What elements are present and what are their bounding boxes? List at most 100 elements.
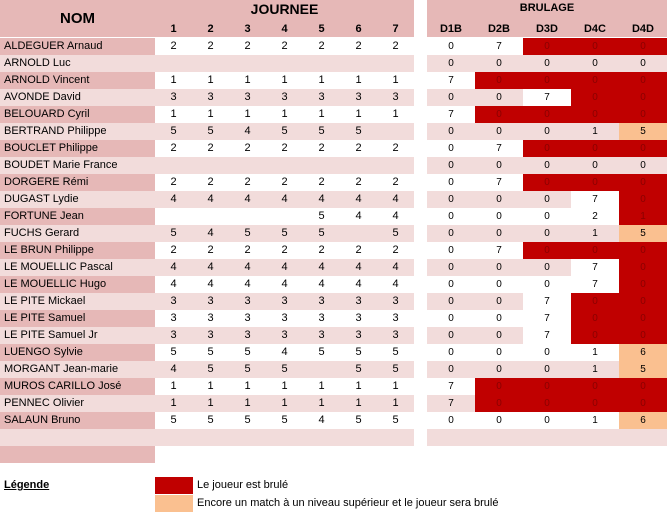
player-name: PENNEC Olivier <box>0 395 155 412</box>
brulage-cell <box>571 429 619 446</box>
journee-cell: 4 <box>355 278 362 290</box>
journee-cell: 4 <box>355 261 362 273</box>
journee-cell <box>340 429 377 446</box>
journee-cell: 2 <box>355 244 362 256</box>
table-row: PENNEC Olivier 1 1 1 1 1 1 1 7 0 0 0 0 <box>0 395 667 412</box>
journee-cell: 3 <box>170 329 177 341</box>
journee-cell: 1 <box>355 108 362 120</box>
brulage-cell: 0 <box>619 293 667 310</box>
brulage-cell: 0 <box>475 123 523 140</box>
journee-cell <box>266 446 303 463</box>
journee-cell: 3 <box>355 295 362 307</box>
journee-cell: 4 <box>318 414 325 426</box>
journee-band <box>155 429 414 446</box>
journee-cell: 5 <box>392 227 399 239</box>
brulage-cell: 7 <box>523 89 571 106</box>
journee-cell: 4 <box>244 261 251 273</box>
journee-band <box>155 293 414 310</box>
table-row: FORTUNE Jean 5 4 4 0 0 0 2 1 <box>0 208 667 225</box>
brulage-cell: 0 <box>619 191 667 208</box>
brulage-cell: 6 <box>619 412 667 429</box>
journee-cell: 3 <box>392 329 399 341</box>
journee-cell <box>340 446 377 463</box>
journee-cell: 2 <box>355 142 362 154</box>
player-name: SALAUN Bruno <box>0 412 155 429</box>
journee-cell: 2 <box>318 176 325 188</box>
journee-cell: 1 <box>281 108 288 120</box>
journee-cell: 5 <box>355 414 362 426</box>
journee-cell: 5 <box>281 363 288 375</box>
journee-cell: 1 <box>318 380 325 392</box>
header-nom-label: NOM <box>60 10 95 27</box>
journee-cell: 3 <box>281 91 288 103</box>
journee-cell <box>192 208 229 225</box>
player-name: LE PITE Samuel <box>0 310 155 327</box>
brulage-cell: 0 <box>571 395 619 412</box>
journee-band <box>155 259 414 276</box>
journee-cell: 5 <box>170 125 177 137</box>
brulage-cell: 0 <box>427 327 475 344</box>
journee-cell <box>377 55 414 72</box>
brulage-cell: 0 <box>571 157 619 174</box>
journee-cell <box>192 157 229 174</box>
journee-band <box>155 395 414 412</box>
journee-cell: 2 <box>318 244 325 256</box>
journee-cell: 5 <box>392 414 399 426</box>
journee-cell: 2 <box>281 244 288 256</box>
player-name: ARNOLD Vincent <box>0 72 155 89</box>
journee-cell <box>155 55 192 72</box>
journee-cell: 5 <box>281 125 288 137</box>
brulage-cell: 0 <box>571 310 619 327</box>
journee-cell: 1 <box>281 397 288 409</box>
journee-cell: 3 <box>244 329 251 341</box>
player-name: BELOUARD Cyril <box>0 106 155 123</box>
journee-cell: 5 <box>170 227 177 239</box>
journee-cell <box>229 208 266 225</box>
journee-cell: 4 <box>170 261 177 273</box>
table-row: SALAUN Bruno 5 5 5 5 4 5 5 0 0 0 1 6 <box>0 412 667 429</box>
brulage-cell: 0 <box>619 174 667 191</box>
journee-cell: 5 <box>207 414 214 426</box>
journee-cell: 4 <box>170 363 177 375</box>
journee-cell <box>377 446 414 463</box>
brulage-cell: 0 <box>427 38 475 55</box>
brulage-cell: 0 <box>427 55 475 72</box>
journee-cell: 2 <box>207 244 214 256</box>
journee-cell: 2 <box>281 40 288 52</box>
player-name: FORTUNE Jean <box>0 208 155 225</box>
brulage-cell: 0 <box>619 38 667 55</box>
journee-band <box>155 191 414 208</box>
journee-cell: 2 <box>244 40 251 52</box>
header-journee-title: JOURNEE <box>250 1 319 17</box>
brulage-cell: 7 <box>571 259 619 276</box>
journee-cell <box>303 429 340 446</box>
brulage-cell: 7 <box>475 140 523 157</box>
brulage-cell: 0 <box>571 174 619 191</box>
journee-cell: 4 <box>318 278 325 290</box>
journee-cell: 3 <box>355 329 362 341</box>
journee-band <box>155 327 414 344</box>
brulage-cell: 0 <box>523 242 571 259</box>
brulage-cell: 7 <box>523 310 571 327</box>
journee-cell: 5 <box>207 346 214 358</box>
journee-cell: 2 <box>207 176 214 188</box>
journee-cell: 4 <box>244 193 251 205</box>
journee-cell: 4 <box>355 193 362 205</box>
journee-band <box>155 361 414 378</box>
brulage-cell: 0 <box>571 72 619 89</box>
player-name: LE MOUELLIC Hugo <box>0 276 155 293</box>
table-row: LE PITE Samuel 3 3 3 3 3 3 3 0 0 7 0 0 <box>0 310 667 327</box>
legend-warning-text: Encore un match à un niveau supérieur et… <box>197 497 499 509</box>
journee-cell: 3 <box>318 91 325 103</box>
player-name: LUENGO Sylvie <box>0 344 155 361</box>
brulage-cell: 0 <box>619 89 667 106</box>
brulage-cell: 0 <box>427 89 475 106</box>
brulage-cell <box>475 446 523 463</box>
brulage-cell <box>619 446 667 463</box>
journee-band <box>155 55 414 72</box>
journee-cell <box>377 157 414 174</box>
journee-cell <box>155 429 192 446</box>
journee-cell: 2 <box>318 142 325 154</box>
brulage-cell: 0 <box>523 157 571 174</box>
journee-cell: 3 <box>207 295 214 307</box>
